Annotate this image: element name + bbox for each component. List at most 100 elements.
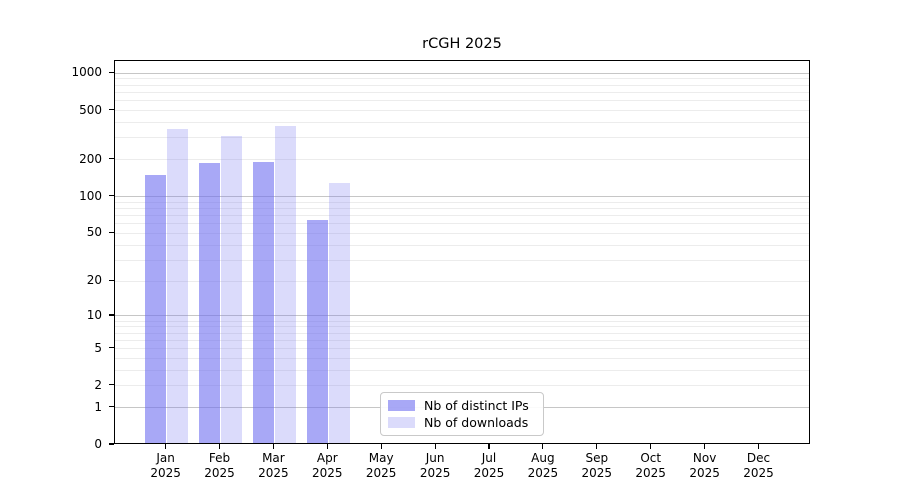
legend-swatch-downloads	[388, 417, 415, 429]
y-tick	[109, 158, 114, 160]
grid-line-minor	[115, 84, 809, 86]
grid-line-minor	[115, 223, 809, 225]
bar-distinct-ips-mar	[252, 161, 275, 443]
legend-item-downloads: Nb of downloads	[388, 415, 536, 430]
y-tick-label: 2	[94, 377, 102, 392]
grid-line-minor	[115, 201, 809, 203]
x-tick-year: 2025	[258, 466, 289, 480]
plot-area	[114, 60, 810, 444]
x-tick	[757, 444, 760, 449]
x-tick	[434, 444, 436, 449]
y-tick	[109, 443, 114, 445]
grid-line-minor	[115, 159, 809, 161]
grid-line-minor	[115, 259, 809, 261]
legend-swatch-distinct-ips	[388, 399, 415, 411]
bar-distinct-ips-jan	[144, 175, 167, 443]
y-tick-label: 50	[86, 225, 102, 240]
x-tick-label: Jun 2025	[403, 451, 467, 481]
bar-downloads-apr	[328, 182, 350, 443]
y-tick-label: 1000	[71, 65, 102, 80]
grid-line-minor	[115, 208, 809, 210]
y-tick	[109, 406, 114, 408]
bar-downloads-mar	[274, 125, 297, 443]
grid-line-major	[115, 196, 809, 198]
x-tick-year: 2025	[743, 466, 774, 480]
x-tick	[380, 444, 382, 449]
grid-line-minor	[115, 244, 809, 246]
x-tick-label: Feb 2025	[188, 451, 252, 481]
y-tick-label: 500	[79, 102, 102, 117]
x-tick-label: Dec 2025	[727, 451, 791, 481]
grid-line-minor	[115, 369, 809, 371]
x-tick	[326, 444, 328, 449]
x-tick-label: Mar 2025	[241, 451, 305, 481]
x-tick-year: 2025	[365, 466, 397, 480]
y-tick	[109, 231, 114, 234]
x-tick-label: Oct 2025	[619, 451, 683, 481]
grid-line-minor	[115, 110, 809, 112]
y-tick-label: 0	[94, 437, 102, 451]
grid-line-minor	[115, 357, 809, 359]
grid-line-minor	[115, 326, 809, 328]
x-tick-label: Jan 2025	[134, 451, 198, 481]
y-tick	[109, 195, 114, 197]
chart-title: rCGH 2025	[422, 36, 502, 52]
grid-line-minor	[115, 348, 809, 350]
x-tick	[596, 444, 598, 449]
grid-line-minor	[115, 78, 809, 80]
legend-label-downloads: Nb of downloads	[424, 415, 529, 431]
x-tick-year: 2025	[635, 466, 666, 480]
grid-line-minor	[115, 280, 809, 282]
y-tick	[109, 347, 114, 349]
grid-line-major	[115, 315, 809, 317]
y-tick-label: 1	[94, 399, 102, 414]
bar-downloads-feb	[220, 136, 243, 443]
y-tick	[109, 384, 114, 386]
y-tick	[109, 71, 114, 73]
y-tick	[109, 108, 114, 111]
x-tick	[650, 444, 652, 449]
x-tick-label: Apr 2025	[295, 451, 359, 481]
bar-downloads-jan	[166, 128, 189, 443]
x-tick-label: Nov 2025	[673, 451, 737, 481]
x-tick	[165, 444, 167, 449]
y-tick-label: 100	[79, 188, 102, 203]
x-tick-label: Jul 2025	[457, 451, 521, 481]
x-tick-year: 2025	[527, 466, 559, 480]
grid-line-major	[115, 72, 809, 74]
grid-line-minor	[115, 91, 809, 93]
y-tick	[109, 314, 114, 316]
y-tick-label: 200	[79, 151, 102, 166]
legend-item-distinct-ips: Nb of distinct IPs	[388, 398, 536, 413]
x-tick	[542, 444, 544, 449]
x-tick	[704, 444, 706, 449]
x-tick	[488, 444, 490, 449]
x-tick-label: May 2025	[349, 451, 413, 481]
y-tick-label: 10	[86, 307, 102, 322]
legend: Nb of distinct IPs Nb of downloads	[380, 392, 544, 436]
grid-line-minor	[115, 332, 809, 334]
grid-line-minor	[115, 385, 809, 387]
x-tick-year: 2025	[689, 466, 720, 480]
bar-distinct-ips-feb	[198, 162, 221, 443]
x-tick-year: 2025	[419, 466, 451, 480]
y-tick-label: 5	[94, 340, 102, 355]
legend-label-distinct-ips: Nb of distinct IPs	[424, 397, 529, 413]
x-tick-year: 2025	[312, 466, 343, 480]
grid-line-minor	[115, 122, 809, 124]
grid-line-minor	[115, 137, 809, 139]
grid-line-minor	[115, 215, 809, 217]
grid-line-minor	[115, 100, 809, 102]
y-tick-label: 20	[86, 273, 102, 288]
bar-distinct-ips-apr	[306, 220, 329, 443]
x-tick-year: 2025	[473, 466, 505, 480]
x-tick	[218, 444, 221, 449]
grid-line-minor	[115, 320, 809, 322]
x-tick-label: Aug 2025	[511, 451, 575, 481]
x-tick	[272, 444, 274, 449]
x-tick-label: Sep 2025	[565, 451, 629, 481]
y-tick	[109, 279, 114, 281]
grid-line-minor	[115, 339, 809, 341]
grid-line-minor	[115, 232, 809, 234]
